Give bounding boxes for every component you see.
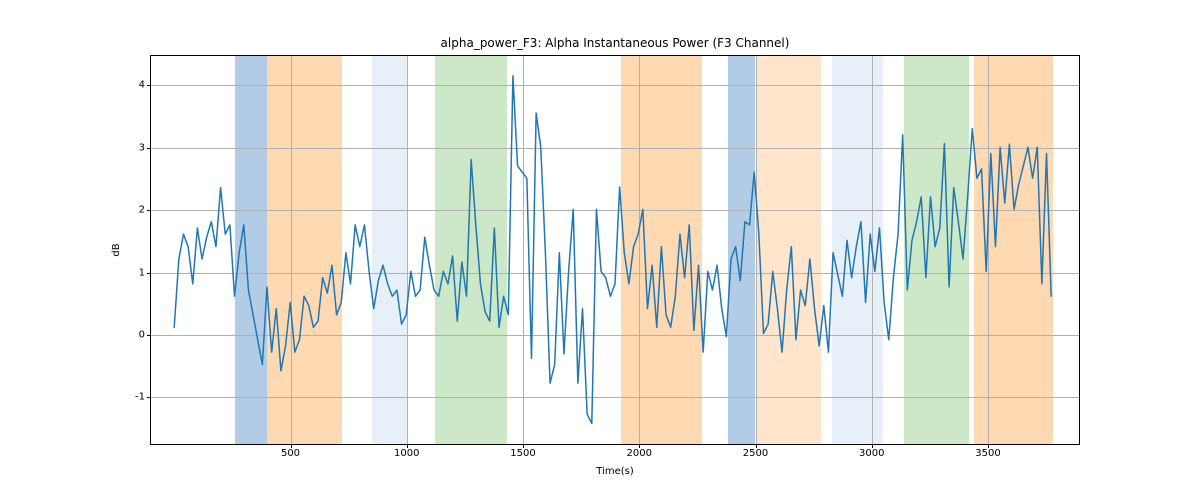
x-tick-label: 2500 xyxy=(743,448,768,459)
x-tick-label: 2000 xyxy=(627,448,652,459)
axes: alpha_power_F3: Alpha Instantaneous Powe… xyxy=(150,55,1080,445)
x-tick-label: 1500 xyxy=(510,448,535,459)
y-tick-label: 4 xyxy=(139,80,145,91)
x-tick-label: 3000 xyxy=(859,448,884,459)
plot-area xyxy=(151,56,1079,444)
y-tick-label: 1 xyxy=(139,267,145,278)
x-axis-label: Time(s) xyxy=(596,466,634,477)
y-tick xyxy=(147,273,151,274)
y-tick xyxy=(147,397,151,398)
y-tick xyxy=(147,210,151,211)
y-tick xyxy=(147,85,151,86)
y-tick xyxy=(147,148,151,149)
y-axis-label: dB xyxy=(111,243,122,256)
x-tick-label: 3500 xyxy=(975,448,1000,459)
y-tick-label: -1 xyxy=(135,392,145,403)
y-tick-label: 0 xyxy=(139,329,145,340)
figure: alpha_power_F3: Alpha Instantaneous Powe… xyxy=(0,0,1200,500)
x-tick-label: 1000 xyxy=(394,448,419,459)
y-tick-label: 3 xyxy=(139,142,145,153)
y-tick-label: 2 xyxy=(139,205,145,216)
chart-title: alpha_power_F3: Alpha Instantaneous Powe… xyxy=(441,36,790,50)
y-tick xyxy=(147,335,151,336)
x-tick-label: 500 xyxy=(281,448,300,459)
line-layer xyxy=(151,56,1079,444)
series-line xyxy=(174,76,1051,424)
